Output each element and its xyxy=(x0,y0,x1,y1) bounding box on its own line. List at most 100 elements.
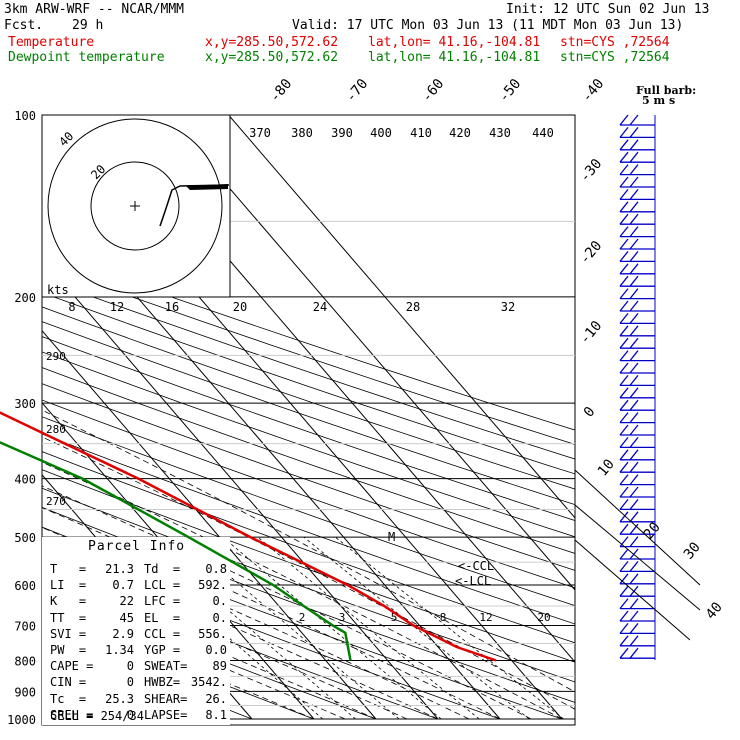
wind-barb xyxy=(619,523,655,535)
wind-barb xyxy=(619,188,655,201)
mixing-ratio-top-labels: 8 12 16 20 24 28 32 xyxy=(68,300,515,314)
pressure-labels: 100 200 300 400 500 600 700 800 900 1000 xyxy=(7,109,36,727)
temperature-profile xyxy=(0,411,497,662)
legend-temperature-xy: x,y=285.50,572.62 xyxy=(205,35,339,50)
mixing-top-label-2: 16 xyxy=(165,300,179,314)
parcel-row-9-cell-0: SREH = xyxy=(50,707,94,722)
parcel-row-8-cell-2: SHEAR= xyxy=(144,691,188,706)
parcel-row-2-cell-3: 0. xyxy=(212,594,227,609)
wind-barb xyxy=(619,374,655,387)
wind-barb xyxy=(619,598,655,610)
parcel-row-8-cell-3: 26. xyxy=(205,691,227,706)
moist-adiabat-40 xyxy=(42,409,575,693)
isotherm-label--80: -80 xyxy=(267,76,296,106)
isotherm-label--70: -70 xyxy=(343,76,372,106)
wind-barb xyxy=(619,275,655,287)
parcel-row-3-cell-3: 0. xyxy=(212,610,227,625)
mixing-top-label-1: 12 xyxy=(110,300,124,314)
parcel-row-7-cell-0: CIN = xyxy=(50,675,87,690)
wind-barb xyxy=(619,449,655,461)
parcel-row-3-cell-1: 45 xyxy=(119,610,134,625)
mixing-bottom-label-5: 20 xyxy=(537,611,550,624)
mixing-ratio-bottom-labels: 2 3 5 8 12 20 xyxy=(299,611,551,624)
wind-barb xyxy=(619,226,655,238)
parcel-row-9-cell-2: LAPSE= xyxy=(144,707,188,722)
legend-dewpoint-xy: x,y=285.50,572.62 xyxy=(205,50,339,65)
wind-barbs xyxy=(574,114,701,660)
pressure-label-200: 200 xyxy=(14,291,36,305)
parcel-row-6-cell-1: 0 xyxy=(126,659,134,674)
theta-top-label-440: 440 xyxy=(532,126,554,140)
parcel-row-1-cell-3: 592. xyxy=(198,578,227,593)
parcel-row-3-cell-0: TT = xyxy=(50,610,87,625)
mixing-top-label-3: 20 xyxy=(233,300,247,314)
isotherm-label--10: -10 xyxy=(577,318,606,348)
parcel-row-0-cell-0: T = xyxy=(50,562,87,576)
pressure-label-400: 400 xyxy=(14,473,36,487)
isotherm-0 xyxy=(42,329,377,720)
parcel-row-8-cell-1: 25.3 xyxy=(105,691,134,706)
wind-barb xyxy=(619,436,655,449)
wind-barb xyxy=(619,151,655,163)
wind-barb xyxy=(619,300,655,312)
pressure-label-600: 600 xyxy=(14,579,36,593)
lcl-marker: <-LCL xyxy=(455,574,491,588)
parcel-row-1-cell-1: 0.7 xyxy=(112,578,134,593)
theta-left-labels: 290 280 270 xyxy=(46,350,66,508)
parcel-row-6-cell-0: CAPE = xyxy=(50,659,94,674)
parcel-row-7-cell-2: HWBZ= xyxy=(144,675,181,690)
wind-barb xyxy=(619,486,655,498)
isotherm-label--30: -30 xyxy=(577,156,606,186)
parcel-row-3-cell-2: EL = xyxy=(144,610,181,625)
wind-barb xyxy=(619,647,655,659)
model-title: 3km ARW-WRF -- NCAR/MMM xyxy=(4,2,185,17)
legend-temperature-stn: stn=CYS ,72564 xyxy=(560,35,670,50)
pressure-label-700: 700 xyxy=(14,619,36,633)
mixing-top-label-0: 8 xyxy=(68,300,75,314)
parcel-row-1-cell-2: LCL = xyxy=(144,578,181,593)
parcel-info-box xyxy=(42,537,230,725)
wind-barb xyxy=(619,635,655,647)
wind-barb xyxy=(619,498,655,511)
wind-barb xyxy=(619,536,655,548)
parcel-row-8-cell-0: Tc = xyxy=(50,691,87,706)
wind-barb xyxy=(619,288,655,300)
parcel-row-0-cell-2: Td = xyxy=(144,562,181,576)
isotherm-label--40: -40 xyxy=(579,76,608,106)
kts-label: kts xyxy=(47,283,69,297)
isotherm-label-40: 40 xyxy=(703,599,726,622)
parcel-row-6-cell-3: 89 xyxy=(212,659,227,674)
mixing-bottom-label-4: 12 xyxy=(479,611,492,624)
wind-barb xyxy=(619,114,655,126)
parcel-row-9-cell-3: 8.1 xyxy=(205,707,227,722)
mixing-ratio-12 xyxy=(257,536,480,720)
wind-barb xyxy=(619,573,655,585)
wind-barb xyxy=(619,560,655,573)
hodograph: 40 20 xyxy=(41,114,231,298)
theta-left-label-280: 280 xyxy=(46,423,66,436)
theta-top-label-400: 400 xyxy=(370,126,392,140)
theta-top-label-390: 390 xyxy=(331,126,353,140)
pressure-label-300: 300 xyxy=(14,397,36,411)
mixing-bottom-label-2: 5 xyxy=(391,611,398,624)
wind-barb xyxy=(619,312,655,325)
parcel-row-4-cell-3: 556. xyxy=(198,626,227,641)
hodograph-ring-inner xyxy=(90,161,180,251)
parcel-row-5-cell-1: 1.34 xyxy=(105,643,134,657)
parcel-row-0-cell-3: 0.8 xyxy=(205,562,227,576)
parcel-row-0-cell-1: 21.3 xyxy=(105,562,134,576)
parcel-row-4-cell-1: 2.9 xyxy=(112,626,134,641)
parcel-row-5-cell-0: PW = xyxy=(50,643,87,657)
isotherm-label-10: 10 xyxy=(595,456,618,479)
parcel-row-9-cell-1: 0 xyxy=(126,707,134,722)
wind-barb xyxy=(619,176,655,188)
wind-barb xyxy=(619,387,655,399)
parcel-row-4-cell-2: CCL = xyxy=(144,626,181,641)
parcel-row-6-cell-2: SWEAT= xyxy=(144,659,188,674)
parcel-row-5-cell-3: 0.0 xyxy=(205,643,227,657)
wind-barb xyxy=(619,511,655,523)
pressure-label-900: 900 xyxy=(14,685,36,699)
wind-barb xyxy=(619,412,655,424)
barb-legend-title: Full barb: xyxy=(636,84,696,97)
